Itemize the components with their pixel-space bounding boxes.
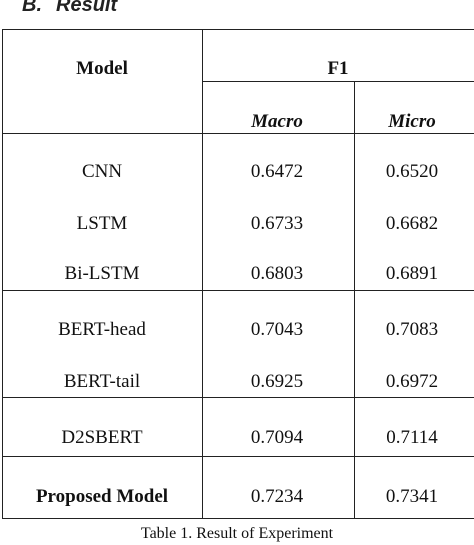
results-table: Model F1 Macro Micro CNN 0.6472 0.6520 L… xyxy=(0,29,474,519)
header-f1: F1 xyxy=(327,58,349,79)
row-model: CNN xyxy=(81,161,123,182)
model-column-rule xyxy=(202,29,203,519)
row-model: BERT-head xyxy=(58,319,146,340)
row-macro: 0.6733 xyxy=(250,213,304,234)
row-micro: 0.6891 xyxy=(385,263,439,284)
macro-micro-column-rule xyxy=(354,81,355,519)
row-macro: 0.6925 xyxy=(250,371,304,392)
row-model: Bi-LSTM xyxy=(64,263,140,284)
row-macro: 0.6472 xyxy=(250,161,304,182)
group-divider-rule xyxy=(2,397,474,398)
row-macro: 0.7234 xyxy=(250,486,304,507)
row-macro: 0.7043 xyxy=(250,319,304,340)
row-model: D2SBERT xyxy=(61,427,143,448)
row-macro: 0.7094 xyxy=(250,427,304,448)
section-number: B. xyxy=(22,0,42,16)
header-model: Model xyxy=(76,58,128,79)
f1-group-rule xyxy=(202,81,474,82)
table-top-border xyxy=(2,29,474,30)
row-model: BERT-tail xyxy=(63,371,141,392)
row-macro: 0.6803 xyxy=(250,263,304,284)
table-left-border xyxy=(2,29,3,519)
row-micro: 0.6972 xyxy=(385,371,439,392)
row-micro: 0.7114 xyxy=(386,427,438,448)
table-caption: Table 1. Result of Experiment xyxy=(140,525,334,542)
group-divider-rule xyxy=(2,456,474,457)
header-micro: Micro xyxy=(388,111,436,132)
header-macro: Macro xyxy=(251,111,303,132)
row-model-proposed: Proposed Model xyxy=(35,486,169,507)
section-heading: B. Result xyxy=(22,0,117,17)
table-bottom-border xyxy=(2,518,474,519)
header-bottom-rule xyxy=(2,133,474,134)
row-micro: 0.7083 xyxy=(385,319,439,340)
group-divider-rule xyxy=(2,290,474,291)
row-micro: 0.6682 xyxy=(385,213,439,234)
row-micro: 0.6520 xyxy=(385,161,439,182)
section-title: Result xyxy=(56,0,118,16)
row-model: LSTM xyxy=(76,213,128,234)
row-micro: 0.7341 xyxy=(385,486,439,507)
